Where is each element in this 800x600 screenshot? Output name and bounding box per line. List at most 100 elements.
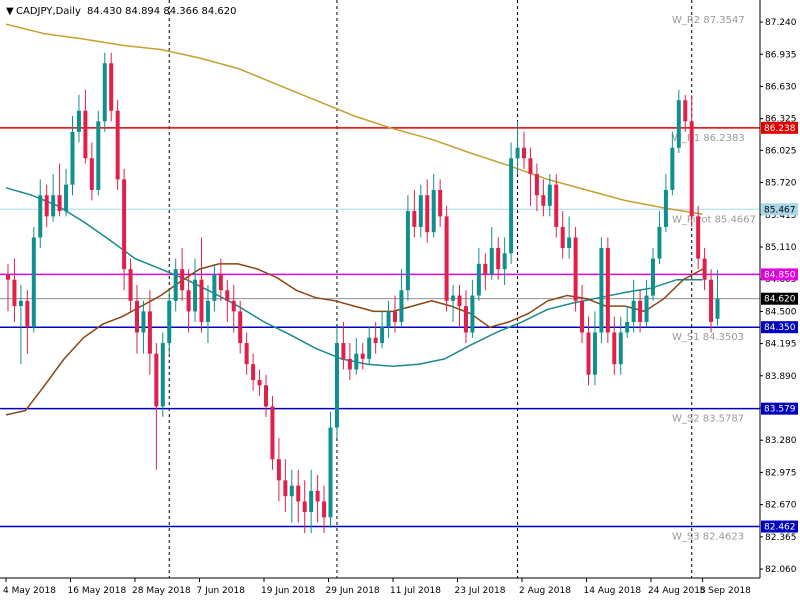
candle-body <box>251 364 256 381</box>
candle-body <box>676 100 681 148</box>
candle <box>412 189 417 238</box>
candle <box>696 205 701 270</box>
candle <box>586 316 591 386</box>
candle-body <box>567 237 572 249</box>
candle <box>334 327 339 439</box>
candle-body <box>257 380 262 386</box>
price-tag-magenta-box <box>761 268 798 281</box>
candle <box>83 89 88 164</box>
candle <box>264 374 268 417</box>
candle <box>631 279 636 333</box>
candle <box>212 263 217 312</box>
y-tick-label: 82.365 <box>765 533 797 543</box>
candle-body <box>154 353 159 407</box>
price-tag-w-r1: 86.238 <box>764 124 796 134</box>
candle <box>218 258 223 301</box>
candle-body <box>276 459 281 481</box>
x-tick-label: 29 Jun 2018 <box>326 586 380 596</box>
level-label-w-pivot: W_Pivot 85.4667 <box>672 214 756 225</box>
price-tag-w-s1-box <box>761 321 798 334</box>
candle <box>367 327 372 365</box>
candle-body <box>264 385 268 407</box>
candle <box>341 321 346 370</box>
candle <box>502 237 507 285</box>
price-tag-w-s1: 84.350 <box>764 323 796 333</box>
price-tag-w-s2: 83.579 <box>764 405 796 415</box>
price-tag-w-s3-box <box>761 520 798 533</box>
candle-body <box>709 279 714 322</box>
x-tick-label: 5 Sep 2018 <box>700 586 752 596</box>
candle <box>618 316 623 375</box>
x-tick-label: 7 Jun 2018 <box>197 586 246 596</box>
candle-body <box>560 226 565 249</box>
price-tag-w-s2-box <box>761 402 798 415</box>
x-tick-label: 19 Jun 2018 <box>261 586 315 596</box>
candle <box>12 258 17 322</box>
y-tick-label: 85.720 <box>765 179 797 189</box>
candle <box>554 174 559 238</box>
candle <box>547 174 552 217</box>
candle-body <box>412 211 417 227</box>
candle-body <box>51 195 56 217</box>
candle-body <box>347 358 352 370</box>
candle <box>315 475 320 523</box>
candle-body <box>431 189 436 233</box>
candle <box>515 121 520 175</box>
ma-slow-line <box>5 23 703 215</box>
candle <box>309 469 314 534</box>
candle-body <box>135 300 139 333</box>
candle-body <box>334 343 339 428</box>
candle <box>347 343 352 381</box>
candle-body <box>270 406 275 460</box>
price-tag-w-pivot: 85.467 <box>764 205 796 215</box>
candle-body <box>457 295 462 307</box>
candle-body <box>651 258 655 296</box>
candle <box>25 290 30 354</box>
candle <box>702 248 707 291</box>
candle <box>135 284 139 354</box>
candle-body <box>18 300 23 307</box>
candle <box>354 337 359 375</box>
candle-body <box>12 279 17 307</box>
candle-body <box>328 427 333 518</box>
price-tag-current: 84.620 <box>764 295 796 305</box>
candle-body <box>489 248 494 275</box>
candle-body <box>444 216 449 301</box>
y-tick-label: 87.240 <box>765 18 797 28</box>
candle-body <box>592 332 597 375</box>
candle-body <box>173 269 178 301</box>
candle <box>651 248 655 301</box>
candle <box>122 168 127 291</box>
candle <box>580 284 585 344</box>
candle <box>51 174 56 222</box>
candle-body <box>657 226 662 259</box>
header-arrow-icon: ▼ <box>6 6 14 17</box>
candle <box>663 174 668 233</box>
candle <box>605 237 610 344</box>
candle <box>180 248 185 301</box>
candle-body <box>367 337 372 359</box>
candle-body <box>44 195 49 217</box>
candle-body <box>244 343 249 365</box>
level-label-w-r1: W_R1 86.2383 <box>672 133 745 144</box>
candle-body <box>670 147 675 190</box>
candle <box>147 290 152 375</box>
candle-body <box>354 353 359 370</box>
y-tick-label: 86.630 <box>765 82 797 92</box>
candle-body <box>231 300 236 312</box>
candle-body <box>122 179 127 270</box>
candle <box>386 300 391 338</box>
candle <box>276 438 281 502</box>
candle-body <box>205 300 210 322</box>
y-tick-label: 82.060 <box>765 565 797 575</box>
candle <box>141 300 146 354</box>
y-tick-label: 83.280 <box>765 436 797 446</box>
candle-body <box>689 121 694 217</box>
candle <box>644 279 649 328</box>
candle-body <box>605 248 610 333</box>
pivot-levels: W_R2 87.3547 W_R1 86.2383 W_Pivot 85.4667 W… <box>0 15 760 543</box>
candle-body <box>141 311 146 333</box>
candle-body <box>373 337 378 344</box>
